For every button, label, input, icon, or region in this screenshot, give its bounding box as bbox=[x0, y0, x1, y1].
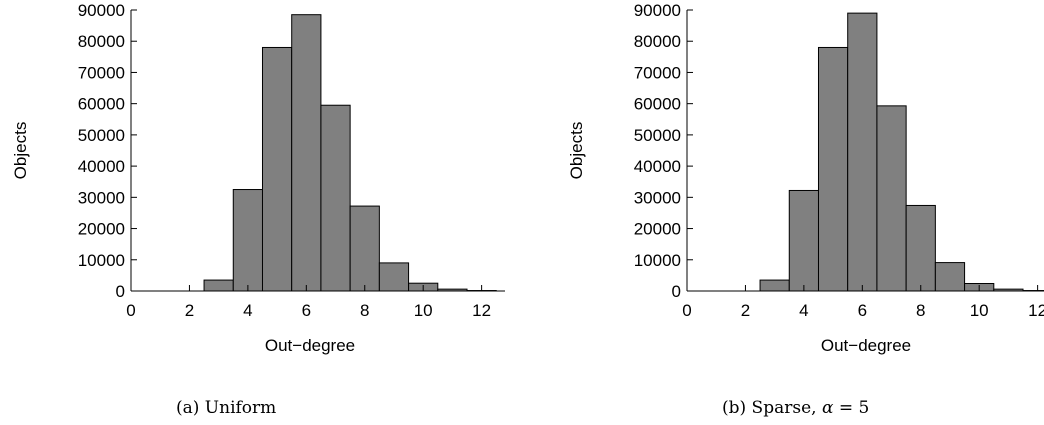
histogram-bar bbox=[905, 204, 936, 292]
y-tick-label: 20000 bbox=[78, 220, 125, 239]
x-tick-label: 4 bbox=[799, 301, 808, 320]
histogram-sparse: 0 10000 20000 30000 40000 50000 60000 70000 8000… bbox=[567, 1, 1044, 355]
histogram-bar bbox=[320, 104, 351, 292]
y-tick-label: 50000 bbox=[78, 126, 125, 145]
histogram-bar bbox=[378, 262, 410, 292]
y-tick-label: 0 bbox=[672, 282, 681, 301]
y-tick-label: 60000 bbox=[78, 95, 125, 114]
y-tick-label: 50000 bbox=[634, 126, 681, 145]
histogram-bar bbox=[291, 14, 322, 292]
x-tick-label: 6 bbox=[858, 301, 867, 320]
y-tick-label: 30000 bbox=[634, 188, 681, 207]
y-tick-label: 80000 bbox=[634, 32, 681, 51]
y-tick-label: 10000 bbox=[78, 251, 125, 270]
y-tick-label: 60000 bbox=[634, 95, 681, 114]
x-tick-label: 6 bbox=[302, 301, 311, 320]
histogram-uniform: 0 10000 20000 30000 40000 50000 60000 70000 8000… bbox=[11, 1, 505, 355]
x-tick-label: 8 bbox=[916, 301, 925, 320]
caption-uniform: (a) Uniform bbox=[176, 398, 276, 418]
caption-alpha-symbol: α bbox=[821, 398, 834, 418]
x-axis-label: Out−degree bbox=[821, 336, 911, 355]
histogram-bar bbox=[261, 46, 293, 292]
histogram-bar bbox=[847, 12, 878, 292]
y-tick-label: 0 bbox=[116, 282, 125, 301]
y-tick-label: 90000 bbox=[634, 1, 681, 20]
histogram-bar bbox=[759, 279, 790, 292]
x-tick-label: 12 bbox=[472, 301, 491, 320]
x-tick-label: 8 bbox=[360, 301, 369, 320]
x-tick-label: 10 bbox=[970, 301, 989, 320]
chart-panel-sparse: 0 10000 20000 30000 40000 50000 60000 70000 8000… bbox=[556, 0, 1044, 425]
y-tick-label: 20000 bbox=[634, 220, 681, 239]
caption-suffix: = 5 bbox=[833, 398, 870, 418]
histogram-bar bbox=[817, 46, 849, 292]
histogram-bar bbox=[232, 189, 263, 292]
y-tick-label: 70000 bbox=[78, 63, 125, 82]
x-tick-label: 2 bbox=[741, 301, 750, 320]
x-axis-label: Out−degree bbox=[265, 336, 355, 355]
histogram-bar bbox=[203, 279, 234, 292]
y-tick-label: 30000 bbox=[78, 188, 125, 207]
x-tick-label: 0 bbox=[126, 301, 135, 320]
histogram-bar bbox=[788, 189, 819, 292]
y-tick-label: 70000 bbox=[634, 63, 681, 82]
chart-panel-uniform: 0 10000 20000 30000 40000 50000 60000 70000 8000… bbox=[11, 1, 505, 418]
y-tick-label: 40000 bbox=[78, 157, 125, 176]
y-tick-label: 40000 bbox=[634, 157, 681, 176]
x-tick-label: 2 bbox=[185, 301, 194, 320]
y-axis-label: Objects bbox=[567, 122, 586, 180]
x-tick-label: 4 bbox=[243, 301, 252, 320]
x-tick-label: 10 bbox=[414, 301, 433, 320]
y-tick-label: 10000 bbox=[634, 251, 681, 270]
caption-sparse: (b) Sparse, α = 5 bbox=[722, 398, 869, 418]
x-tick-label: 12 bbox=[1028, 301, 1044, 320]
histogram-bar bbox=[349, 205, 380, 292]
caption-text: (a) Uniform bbox=[176, 398, 277, 418]
y-axis-label: Objects bbox=[11, 122, 30, 180]
y-tick-label: 90000 bbox=[78, 1, 125, 20]
histogram-bar bbox=[876, 105, 907, 292]
y-tick-label: 80000 bbox=[78, 32, 125, 51]
caption-text: (b) Sparse, bbox=[722, 398, 822, 418]
histogram-bar bbox=[934, 262, 966, 292]
x-tick-label: 0 bbox=[682, 301, 691, 320]
